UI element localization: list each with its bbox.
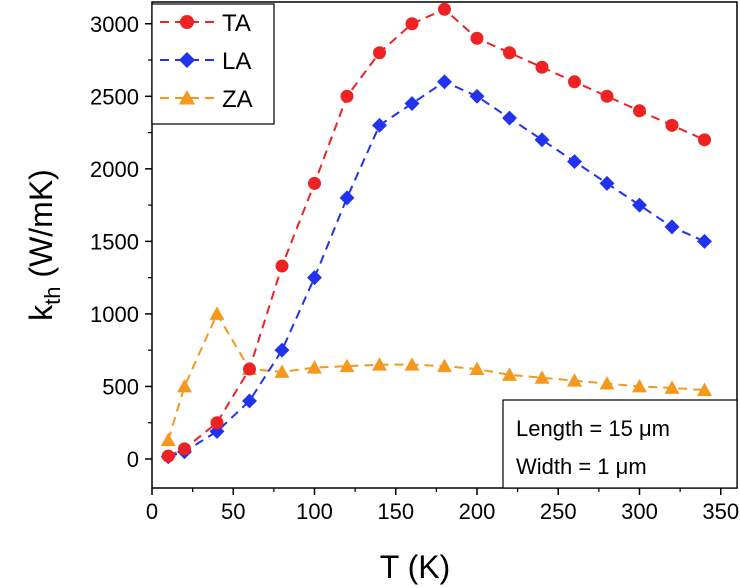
legend-label-ta: TA xyxy=(222,10,251,37)
data-point-la xyxy=(567,154,582,170)
legend-label-za: ZA xyxy=(222,86,253,113)
data-point-za xyxy=(274,364,290,378)
y-axis-title-unit: (W/mK) xyxy=(23,169,59,286)
y-tick-label: 500 xyxy=(102,374,139,399)
data-point-ta xyxy=(698,133,711,147)
legend-marker-za xyxy=(178,89,196,105)
data-point-la xyxy=(632,197,647,213)
x-tick-label: 0 xyxy=(146,499,158,524)
data-point-ta xyxy=(503,46,516,60)
y-tick-label: 0 xyxy=(127,447,139,472)
data-point-la xyxy=(664,219,680,235)
data-point-ta xyxy=(600,89,614,103)
series-line-za xyxy=(167,311,705,441)
legend: TA LA ZA xyxy=(160,10,253,113)
x-tick-label: 250 xyxy=(540,499,577,524)
axis-ticks: 0 50 100 150 200 250 300 350 0 500 1000 1500 2000 250… xyxy=(90,12,739,524)
data-point-ta xyxy=(308,176,321,190)
data-point-za xyxy=(469,361,485,376)
data-point-la xyxy=(469,88,485,104)
data-point-za xyxy=(632,378,647,393)
data-point-ta xyxy=(470,31,484,45)
x-tick-label: 100 xyxy=(296,499,333,524)
x-tick-label: 200 xyxy=(459,499,496,524)
data-point-za xyxy=(177,378,192,393)
data-point-la xyxy=(274,342,290,358)
legend-marker-la xyxy=(178,51,196,69)
data-point-za xyxy=(502,367,517,381)
y-tick-label: 2500 xyxy=(90,84,139,109)
x-tick-label: 150 xyxy=(377,499,414,524)
series-za xyxy=(160,306,712,447)
data-point-ta xyxy=(665,118,679,132)
data-point-ta xyxy=(210,416,224,430)
data-point-la xyxy=(599,175,615,191)
data-point-za xyxy=(372,357,387,371)
data-point-ta xyxy=(275,259,289,273)
data-point-la xyxy=(339,190,355,206)
data-point-za xyxy=(404,357,420,371)
data-point-za xyxy=(697,382,712,397)
legend-label-la: LA xyxy=(222,48,251,75)
data-point-la xyxy=(404,96,420,112)
x-tick-label: 300 xyxy=(621,499,658,524)
legend-box xyxy=(151,3,275,125)
data-point-za xyxy=(599,376,615,390)
y-tick-label: 1500 xyxy=(90,229,139,254)
data-point-ta xyxy=(373,46,386,60)
x-tick-label: 350 xyxy=(702,499,739,524)
data-point-ta xyxy=(633,104,646,118)
data-point-ta xyxy=(243,362,256,376)
data-point-ta xyxy=(438,2,451,16)
legend-item-la: LA xyxy=(160,48,251,75)
legend-marker-ta xyxy=(180,15,194,29)
series-ta xyxy=(161,2,711,463)
data-point-za xyxy=(437,358,452,373)
data-point-la xyxy=(242,393,257,409)
legend-item-ta: TA xyxy=(160,10,251,37)
y-axis-title: kth (W/mK) xyxy=(23,169,65,321)
annotation-length: Length = 15 μm xyxy=(516,416,670,441)
plot-area-frame xyxy=(151,1,738,489)
y-axis-title-sub: th xyxy=(40,286,65,304)
data-point-la xyxy=(372,117,387,133)
data-point-la xyxy=(697,233,712,249)
data-point-za xyxy=(160,432,176,447)
data-point-ta xyxy=(161,449,175,463)
data-point-ta xyxy=(178,442,191,456)
series-layer xyxy=(160,2,712,465)
y-axis-title-main: k xyxy=(23,304,59,321)
data-point-za xyxy=(664,380,680,394)
annotation-width: Width = 1 μm xyxy=(516,454,647,479)
data-point-ta xyxy=(568,75,581,89)
data-point-za xyxy=(534,370,550,384)
y-tick-label: 2000 xyxy=(90,157,139,182)
data-point-za xyxy=(339,358,355,373)
y-tick-label: 3000 xyxy=(90,12,139,37)
data-point-ta xyxy=(535,60,549,74)
data-point-za xyxy=(209,306,225,320)
x-tick-label: 50 xyxy=(221,499,245,524)
data-point-ta xyxy=(405,17,419,31)
data-point-za xyxy=(567,373,582,387)
data-point-la xyxy=(502,110,517,126)
y-tick-label: 1000 xyxy=(90,302,139,327)
data-point-za xyxy=(307,360,322,374)
data-point-la xyxy=(534,132,550,148)
x-axis-title: T (K) xyxy=(380,549,451,585)
data-point-ta xyxy=(340,89,354,103)
data-point-la xyxy=(437,74,452,90)
legend-item-za: ZA xyxy=(160,86,253,113)
data-point-la xyxy=(307,270,322,286)
annotation-box xyxy=(502,399,738,489)
series-line-la xyxy=(167,80,705,458)
